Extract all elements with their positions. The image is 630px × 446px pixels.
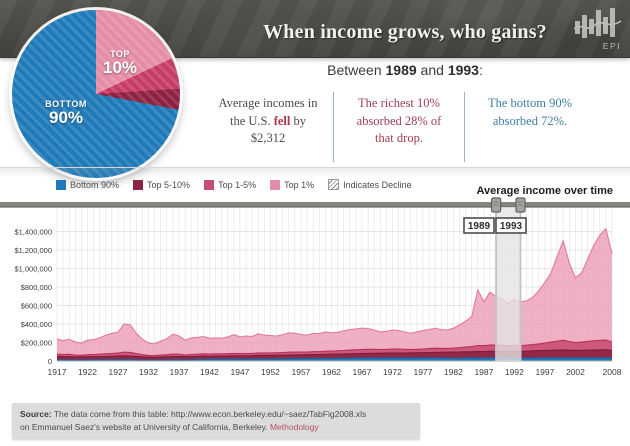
x-axis-tick-label: 1992 [505,367,524,377]
x-axis-tick-label: 1942 [200,367,219,377]
legend-item-bottom-90-[interactable]: Bottom 90% [56,179,120,190]
x-axis-tick-label: 1962 [322,367,341,377]
legend-swatch-icon [204,179,215,190]
page-title: When income grows, who gains? [263,21,547,43]
legend-item-indicates-decline: Indicates Decline [328,179,412,190]
y-axis-tick-label: 0 [48,357,52,366]
stat-average-income: Average incomes in the U.S. fell by $2,3… [218,96,318,145]
x-axis-tick-label: 1987 [474,367,493,377]
period-heading: Between 1989 and 1993: [327,62,483,78]
section-divider [0,167,630,177]
y-axis-tick-label: $1,200,000 [14,246,52,255]
x-axis-tick-label: 2002 [566,367,585,377]
stat-callouts: Average incomes in the U.S. fell by $2,3… [203,92,595,162]
chart-title: Average income over time [476,185,613,197]
range-year-box-to-label: 1993 [500,221,523,232]
y-axis-tick-label: $1,000,000 [14,264,52,273]
x-axis-tick-label: 1977 [413,367,432,377]
x-axis-tick-label: 1967 [352,367,371,377]
legend-swatch-icon [133,179,144,190]
pie-label-bottom-90: BOTTOM 90% [45,99,87,128]
income-area-chart[interactable]: 1989 1993 0 $200,000 $400,000 $600,000 $800,00… [0,196,630,391]
legend-item-top-1-5-[interactable]: Top 1-5% [204,179,257,190]
fell-emphasis: fell [273,113,291,128]
pie-label-top-10: TOP 10% [102,49,138,78]
y-axis-tick-label: $800,000 [21,283,52,292]
legend-item-top-5-10-[interactable]: Top 5-10% [133,179,191,190]
y-axis-tick-label: $1,400,000 [14,227,52,236]
source-label: Source: [20,409,52,419]
x-axis-tick-label: 1952 [261,367,280,377]
legend: Bottom 90% Top 5-10% Top 1-5% Top 1% Indicat… [56,179,412,190]
legend-label: Top 1% [284,179,315,190]
absorption-pie-chart[interactable]: TOP 10% BOTTOM 90% [8,6,184,182]
x-axis-tick-label: 1957 [291,367,310,377]
y-axis-tick-label: $600,000 [21,301,52,310]
area-bottom-90-[interactable] [57,357,612,361]
methodology-link[interactable]: Methodology [269,421,319,432]
range-year-box-to[interactable] [495,217,527,234]
legend-swatch-icon [56,179,66,190]
legend-label: Top 1-5% [218,179,257,190]
x-axis-tick-label: 2008 [603,367,622,377]
x-axis-tick-label: 1937 [170,367,189,377]
epi-logo-icon: EPI [574,8,622,51]
stat-richest-10: The richest 10% absorbed 28% of that dro… [333,92,464,162]
stat-bottom-90: The bottom 90% absorbed 72%. [464,92,595,162]
y-axis-tick-label: $400,000 [21,320,52,329]
year-to: 1993 [447,62,479,78]
x-axis-tick-label: 1982 [444,367,463,377]
legend-label: Indicates Decline [343,179,412,190]
x-axis-tick-label: 1927 [109,367,128,377]
range-year-box-from[interactable] [463,217,495,234]
x-axis-tick-label: 1932 [139,367,158,377]
slider-track[interactable] [0,202,630,207]
year-from: 1989 [385,62,417,78]
legend-swatch-icon [270,179,281,190]
x-axis-tick-label: 1947 [231,367,250,377]
x-axis-tick-label: 1922 [78,367,97,377]
svg-text:EPI: EPI [603,41,621,51]
range-year-box-from-label: 1989 [468,221,491,232]
x-axis-tick-label: 1972 [383,367,402,377]
area-top-1-[interactable] [57,228,612,361]
y-axis-tick-label: $200,000 [21,338,52,347]
x-axis-tick-label: 1917 [48,367,67,377]
legend-label: Top 5-10% [147,179,191,190]
legend-item-top-1-[interactable]: Top 1% [270,179,315,190]
slider-track-edge [0,206,630,208]
source-note: Source: The data come from this table: h… [12,403,420,439]
x-axis-tick-label: 1997 [535,367,554,377]
legend-label: Bottom 90% [70,179,120,190]
decline-hatch-icon [328,179,340,190]
pie-circle[interactable] [12,10,180,178]
